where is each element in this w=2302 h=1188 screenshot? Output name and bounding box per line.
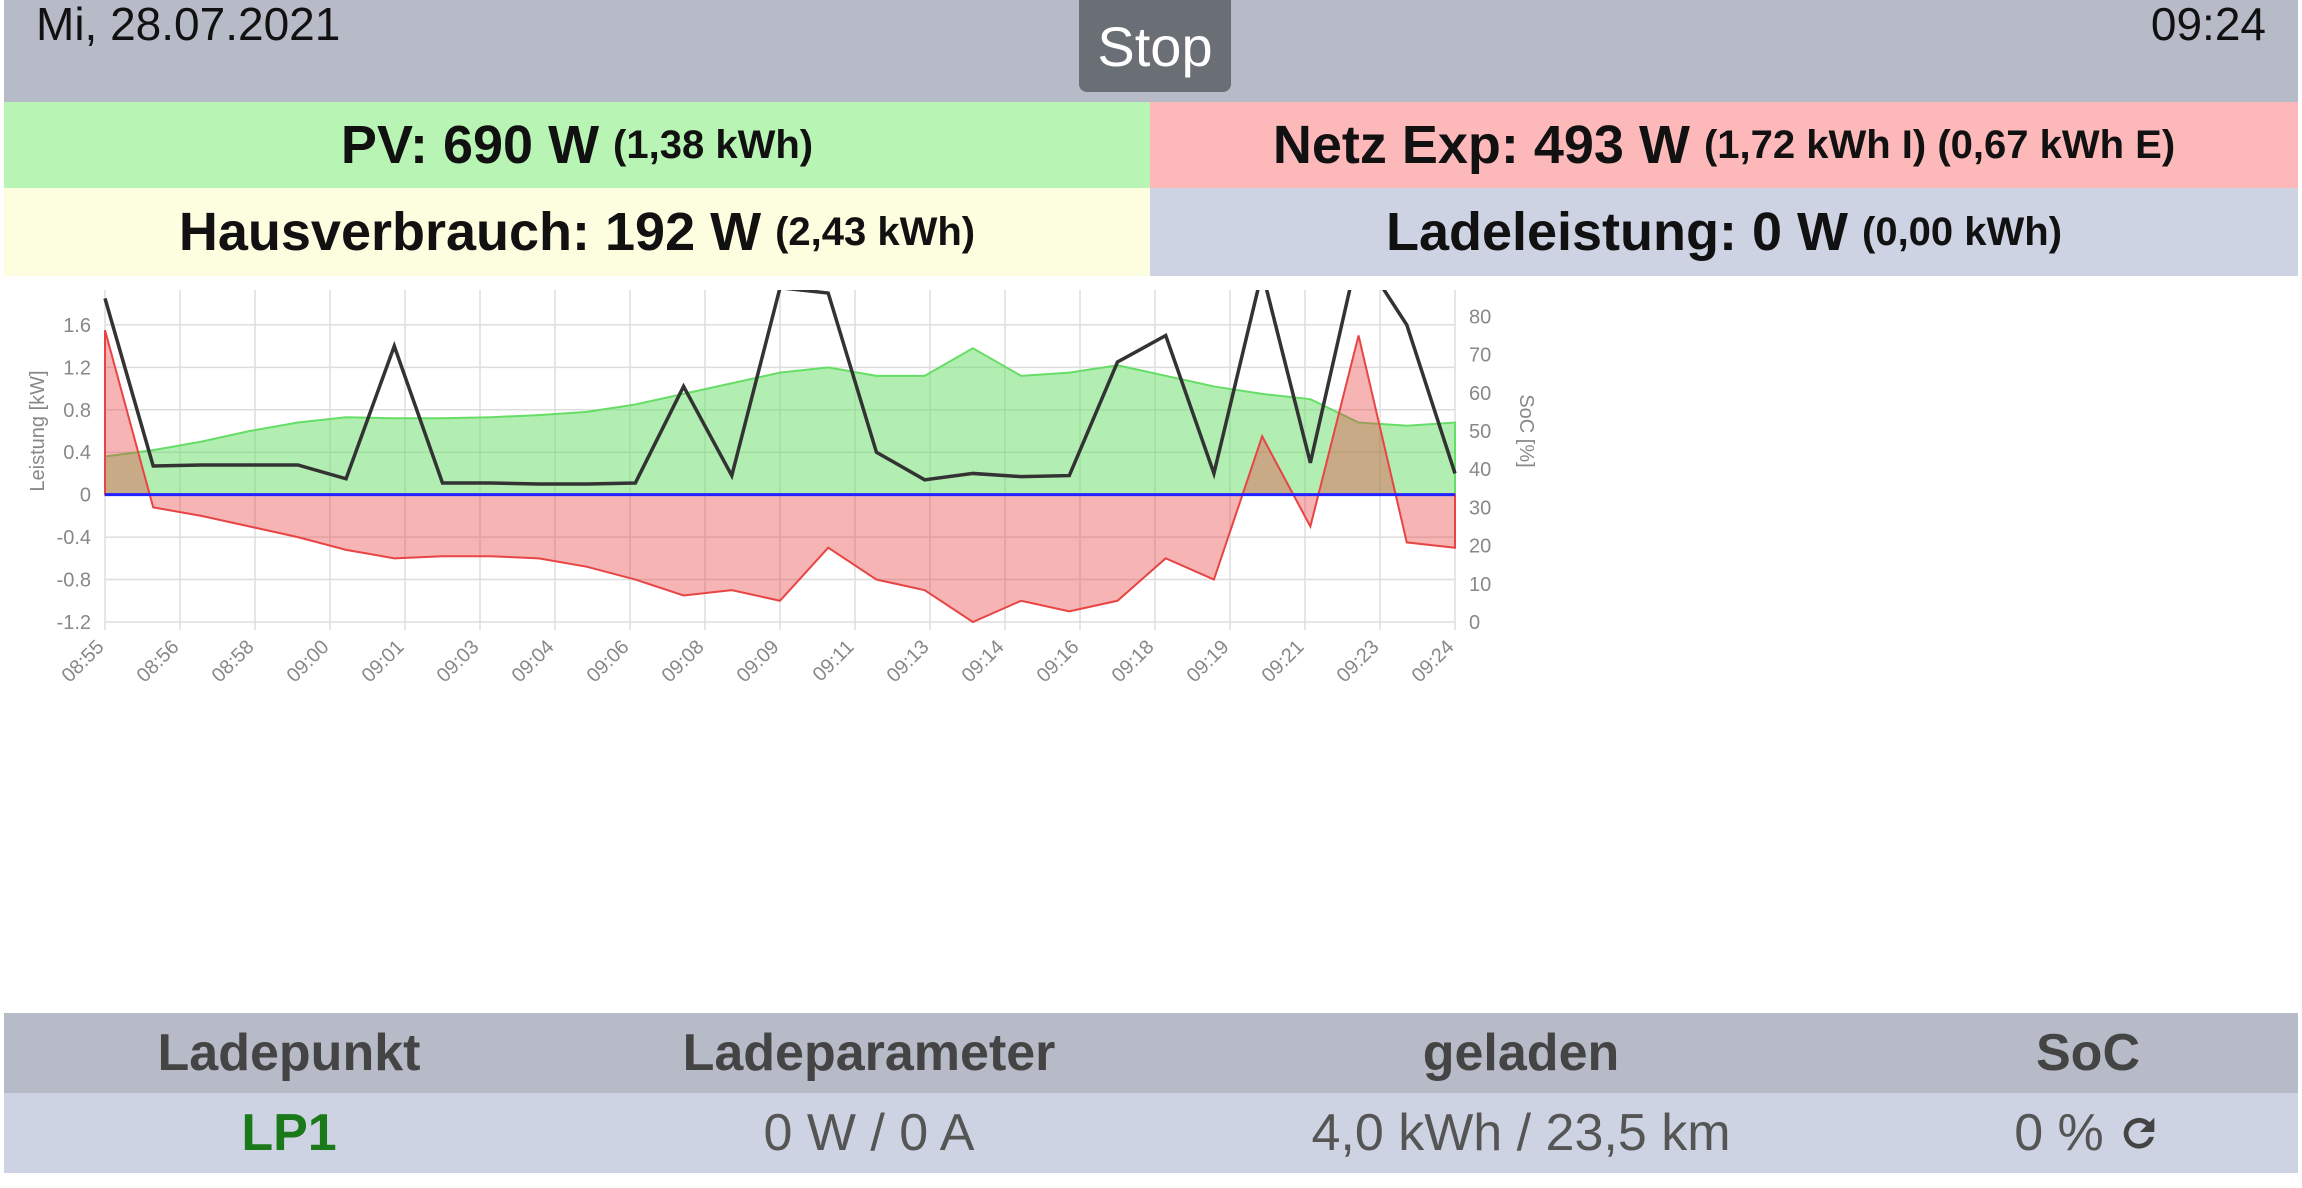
pv-summary: PV: 690 W (1,38 kWh): [4, 102, 1150, 188]
y2-tick-label: 50: [1469, 421, 1491, 443]
charged-amount: 4,0 kWh / 23,5 km: [1311, 1104, 1731, 1162]
y-tick-label: 0: [80, 485, 91, 507]
y2-tick-label: 10: [1469, 574, 1491, 596]
charge-power: Ladeleistung: 0 W: [1385, 202, 1848, 262]
house-summary: Hausverbrauch: 192 W (2,43 kWh): [4, 188, 1150, 276]
y-tick-label: -0.4: [57, 527, 91, 549]
col-header-ladeparameter: Ladeparameter: [682, 1024, 1056, 1082]
table-row: LP1 0 W / 0 A 4,0 kWh / 23,5 km 0 %: [4, 1093, 2298, 1173]
charge-energy: (0,00 kWh): [1862, 209, 2063, 254]
evu-series-area: [104, 329, 1456, 624]
y-tick-label: 1.6: [63, 315, 91, 337]
y2-tick-label: 0: [1469, 612, 1480, 634]
charge-summary: Ladeleistung: 0 W (0,00 kWh): [1150, 188, 2298, 276]
y2-tick-label: 30: [1469, 497, 1491, 519]
y2-tick-label: 60: [1469, 383, 1491, 405]
y2-tick-label: 70: [1469, 345, 1491, 367]
x-tick-label: 09:01: [358, 636, 409, 687]
x-tick-label: 08:58: [208, 636, 259, 687]
stop-button[interactable]: Stop: [1079, 0, 1231, 92]
x-tick-label: 09:06: [583, 636, 634, 687]
pv-series-area: [104, 347, 1456, 496]
y-tick-label: -1.2: [57, 612, 91, 634]
y-tick-label: 0.4: [63, 442, 91, 464]
grid-energy: (1,72 kWh I) (0,67 kWh E): [1703, 122, 2176, 167]
power-chart-svg: 2.42.01.61.20.80.40-0.4-0.8-1.2100908070…: [27, 207, 1537, 687]
col-header-ladepunkt: Ladepunkt: [157, 1024, 421, 1082]
col-header-geladen: geladen: [1422, 1024, 1620, 1082]
soc-value: 0 %: [2014, 1104, 2104, 1162]
x-tick-label: 09:03: [433, 636, 484, 687]
x-tick-label: 09:13: [883, 636, 934, 687]
y-tick-label: -0.8: [57, 570, 91, 592]
y2-axis-label: SoC [%]: [1515, 394, 1537, 467]
x-tick-label: 09:24: [1408, 636, 1459, 687]
pv-energy: (1,38 kWh): [613, 122, 814, 167]
x-tick-label: 09:18: [1108, 636, 1159, 687]
x-tick-label: 09:04: [508, 636, 559, 687]
y2-tick-label: 40: [1469, 459, 1491, 481]
soc-cell: 0 %: [1878, 1093, 2298, 1173]
x-tick-label: 09:08: [658, 636, 709, 687]
x-tick-label: 09:00: [283, 636, 334, 687]
house-power: Hausverbrauch: 192 W: [178, 202, 762, 262]
clock-display: 09:24: [2150, 0, 2266, 50]
x-tick-label: 09:21: [1258, 636, 1309, 687]
top-bar: Mi, 28.07.2021 Stop 09:24: [4, 0, 2298, 102]
x-tick-label: 08:56: [133, 636, 184, 687]
x-tick-label: 09:16: [1033, 636, 1084, 687]
y-tick-label: 2.0: [63, 290, 91, 294]
grid-summary: Netz Exp: 493 W (1,72 kWh I) (0,67 kWh E…: [1150, 102, 2298, 188]
col-header-soc: SoC: [2036, 1024, 2140, 1082]
y2-tick-label: 80: [1469, 306, 1491, 328]
x-tick-label: 09:14: [958, 636, 1009, 687]
y-axis-label: Leistung [kW]: [27, 370, 49, 491]
grid-power: Netz Exp: 493 W: [1272, 115, 1690, 175]
y-tick-label: 0.8: [63, 400, 91, 422]
date-display: Mi, 28.07.2021: [36, 0, 341, 50]
x-tick-label: 08:55: [58, 636, 109, 687]
x-tick-label: 09:23: [1333, 636, 1384, 687]
pv-power: PV: 690 W: [340, 115, 600, 175]
chargepoint-name[interactable]: LP1: [241, 1104, 337, 1162]
refresh-icon[interactable]: [2116, 1110, 2162, 1156]
y2-tick-label: 20: [1469, 536, 1491, 558]
x-tick-label: 09:09: [733, 636, 784, 687]
x-tick-label: 09:11: [809, 636, 859, 686]
power-chart[interactable]: 2.42.01.61.20.80.40-0.4-0.8-1.2100908070…: [0, 207, 2302, 1010]
chargepoint-table-header: Ladepunkt Ladeparameter geladen SoC: [4, 1013, 2298, 1093]
x-tick-label: 09:19: [1183, 636, 1234, 687]
charge-parameters: 0 W / 0 A: [763, 1104, 975, 1162]
y-tick-label: 1.2: [63, 357, 91, 379]
house-energy: (2,43 kWh): [775, 209, 976, 254]
